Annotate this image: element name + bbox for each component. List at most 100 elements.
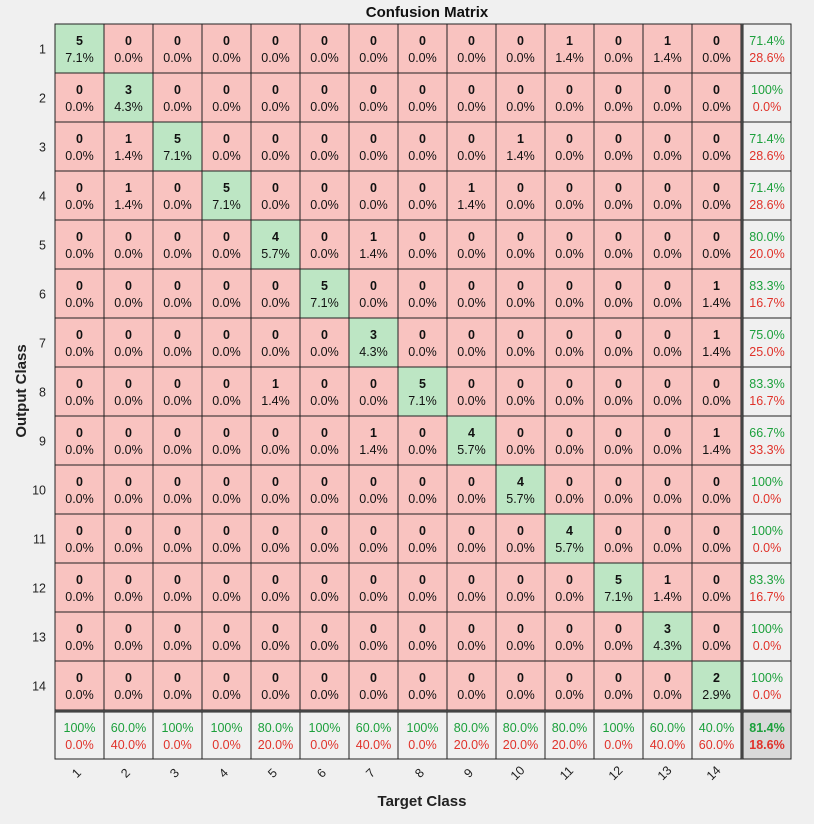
matrix-cell: 0 0.0% <box>152 464 203 515</box>
row-precision: 80.0% <box>749 230 784 244</box>
cell-count: 0 <box>321 426 328 440</box>
cell-background <box>348 72 399 123</box>
row-error: 0.0% <box>753 100 782 114</box>
cell-percent: 0.0% <box>408 688 437 702</box>
cell-background <box>250 464 301 515</box>
cell-percent: 0.0% <box>506 443 535 457</box>
cell-percent: 0.0% <box>408 590 437 604</box>
cell-count: 0 <box>370 132 377 146</box>
cell-count: 0 <box>664 377 671 391</box>
cell-count: 0 <box>566 132 573 146</box>
matrix-cell: 3 4.3% <box>348 317 399 368</box>
cell-percent: 0.0% <box>163 541 192 555</box>
cell-count: 0 <box>370 524 377 538</box>
matrix-cells: 5 7.1% 0 0.0% 0 0.0% 0 0.0% 0 0.0% 0 0.0% 0 0.0% 0 0.0%… <box>54 23 742 711</box>
cell-background <box>152 611 203 662</box>
cell-count: 5 <box>321 279 328 293</box>
matrix-cell: 0 0.0% <box>691 219 742 270</box>
cell-count: 0 <box>664 83 671 97</box>
cell-percent: 0.0% <box>212 541 241 555</box>
cell-percent: 0.0% <box>261 688 290 702</box>
matrix-cell: 0 0.0% <box>446 464 497 515</box>
cell-count: 0 <box>664 279 671 293</box>
cell-count: 1 <box>125 181 132 195</box>
row-summary-cell: 71.4% 28.6% <box>742 170 792 221</box>
cell-percent: 0.0% <box>65 541 94 555</box>
cell-background <box>544 170 595 221</box>
matrix-cell: 0 0.0% <box>544 562 595 613</box>
matrix-frame <box>54 23 792 760</box>
y-tick-label: 11 <box>33 533 46 547</box>
matrix-cell: 0 0.0% <box>544 366 595 417</box>
cell-count: 4 <box>566 524 573 538</box>
cell-percent: 0.0% <box>310 149 339 163</box>
cell-background <box>103 415 154 466</box>
row-error: 25.0% <box>749 345 784 359</box>
column-recall: 80.0% <box>258 721 293 735</box>
cell-percent: 1.4% <box>359 247 388 261</box>
cell-background <box>250 121 301 172</box>
summary-background <box>742 121 792 172</box>
x-tick-label: 3 <box>167 766 182 781</box>
matrix-cell: 0 0.0% <box>691 366 742 417</box>
row-precision: 100% <box>751 622 783 636</box>
cell-count: 0 <box>664 426 671 440</box>
cell-percent: 0.0% <box>457 345 486 359</box>
cell-percent: 0.0% <box>359 296 388 310</box>
cell-background <box>201 415 252 466</box>
cell-percent: 0.0% <box>114 590 143 604</box>
cell-background <box>495 513 546 564</box>
matrix-cell: 0 0.0% <box>103 513 154 564</box>
cell-percent: 0.0% <box>65 149 94 163</box>
cell-background <box>691 219 742 270</box>
column-error: 0.0% <box>65 738 94 752</box>
cell-background <box>593 317 644 368</box>
cell-count: 0 <box>664 181 671 195</box>
cell-count: 0 <box>125 622 132 636</box>
cell-count: 0 <box>468 573 475 587</box>
cell-percent: 0.0% <box>506 247 535 261</box>
cell-percent: 0.0% <box>212 100 241 114</box>
cell-count: 0 <box>468 34 475 48</box>
cell-background <box>544 219 595 270</box>
y-tick-label: 9 <box>39 435 46 449</box>
cell-background <box>593 23 644 74</box>
column-error: 20.0% <box>503 738 538 752</box>
matrix-cell: 0 0.0% <box>103 660 154 711</box>
cell-count: 0 <box>517 377 524 391</box>
cell-background <box>54 121 105 172</box>
overall-accuracy-cell: 81.4% 18.6% <box>742 711 792 760</box>
matrix-cell: 4 5.7% <box>495 464 546 515</box>
cell-count: 0 <box>272 181 279 195</box>
cell-percent: 0.0% <box>212 688 241 702</box>
cell-count: 1 <box>713 279 720 293</box>
matrix-cell: 0 0.0% <box>348 464 399 515</box>
cell-percent: 0.0% <box>359 688 388 702</box>
matrix-cell: 0 0.0% <box>201 415 252 466</box>
cell-background <box>152 464 203 515</box>
matrix-cell: 0 0.0% <box>495 219 546 270</box>
cell-count: 0 <box>223 279 230 293</box>
cell-background <box>201 72 252 123</box>
cell-background <box>348 170 399 221</box>
cell-count: 0 <box>615 132 622 146</box>
cell-background <box>299 415 350 466</box>
matrix-cell: 0 0.0% <box>299 415 350 466</box>
matrix-cell: 0 0.0% <box>593 23 644 74</box>
cell-percent: 0.0% <box>408 247 437 261</box>
matrix-cell: 0 0.0% <box>446 23 497 74</box>
cell-background <box>691 23 742 74</box>
cell-background <box>593 464 644 515</box>
cell-percent: 0.0% <box>310 688 339 702</box>
y-tick-label: 13 <box>32 631 46 645</box>
matrix-cell: 0 0.0% <box>201 660 252 711</box>
column-summary-cell: 80.0% 20.0% <box>544 711 595 760</box>
matrix-cell: 0 0.0% <box>495 366 546 417</box>
cell-percent: 0.0% <box>408 639 437 653</box>
cell-percent: 7.1% <box>163 149 192 163</box>
matrix-cell: 0 0.0% <box>348 611 399 662</box>
matrix-cell: 0 0.0% <box>152 23 203 74</box>
cell-background <box>495 464 546 515</box>
matrix-cell: 0 0.0% <box>250 562 301 613</box>
cell-background <box>54 317 105 368</box>
